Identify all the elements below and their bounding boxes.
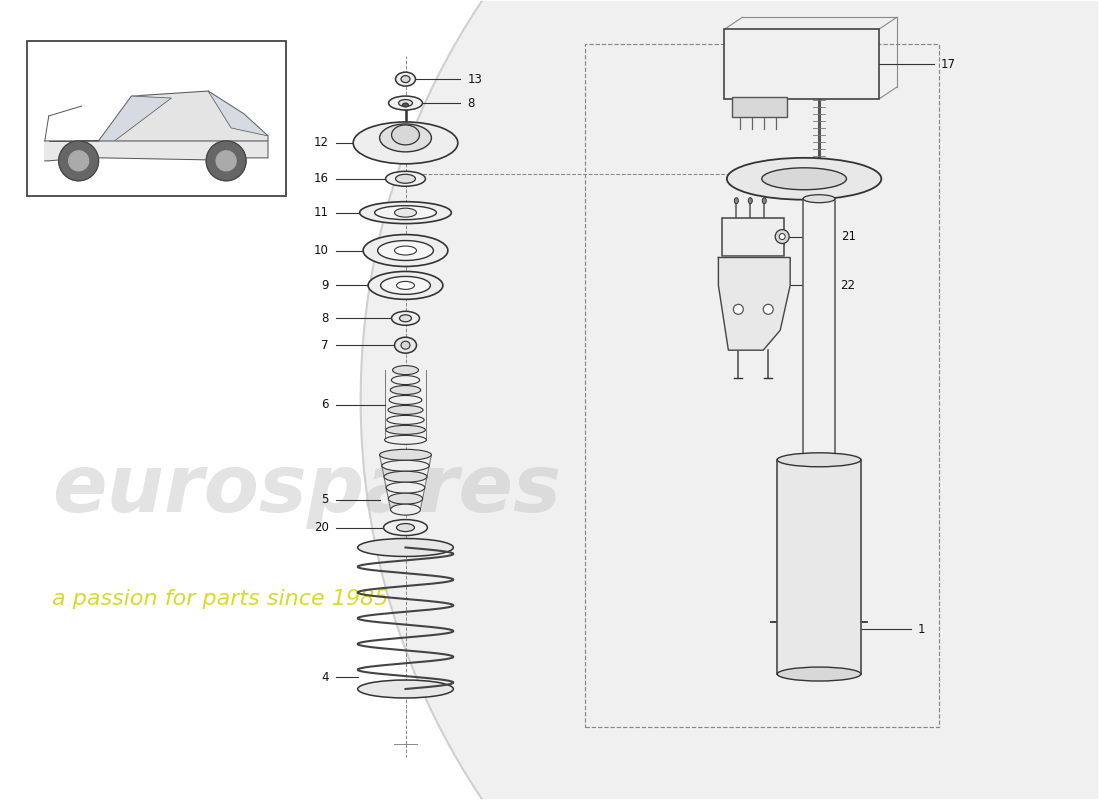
Text: 4: 4: [321, 670, 329, 683]
Ellipse shape: [763, 304, 773, 314]
Polygon shape: [81, 91, 268, 141]
Ellipse shape: [388, 406, 424, 414]
Text: eurospares: eurospares: [52, 450, 561, 529]
Ellipse shape: [396, 72, 416, 86]
Ellipse shape: [353, 122, 458, 164]
Polygon shape: [99, 96, 172, 141]
Ellipse shape: [384, 519, 428, 535]
Ellipse shape: [803, 461, 835, 469]
Text: 9: 9: [321, 279, 329, 292]
Bar: [585, 44, 938, 727]
Circle shape: [58, 141, 99, 181]
Text: 21: 21: [842, 230, 856, 243]
Circle shape: [206, 141, 246, 181]
Text: 17: 17: [940, 58, 956, 70]
Ellipse shape: [385, 435, 427, 444]
Polygon shape: [208, 91, 268, 136]
Ellipse shape: [762, 198, 767, 204]
Text: 16: 16: [314, 172, 329, 186]
Ellipse shape: [388, 96, 422, 110]
Ellipse shape: [395, 208, 417, 217]
Bar: [803, 198, 835, 465]
Ellipse shape: [379, 124, 431, 152]
Ellipse shape: [395, 246, 417, 255]
Ellipse shape: [778, 453, 861, 466]
Ellipse shape: [386, 482, 425, 493]
Ellipse shape: [363, 234, 448, 266]
Text: 5: 5: [321, 493, 329, 506]
Text: 6: 6: [321, 398, 329, 411]
Ellipse shape: [382, 460, 429, 471]
Text: 8: 8: [468, 97, 475, 110]
Ellipse shape: [396, 282, 415, 290]
Ellipse shape: [398, 99, 412, 106]
Ellipse shape: [386, 171, 426, 186]
Ellipse shape: [399, 314, 411, 322]
Bar: [778, 460, 861, 674]
Ellipse shape: [734, 304, 744, 314]
Ellipse shape: [377, 241, 433, 261]
Ellipse shape: [393, 366, 418, 374]
Text: 22: 22: [840, 279, 855, 292]
Ellipse shape: [396, 523, 415, 531]
Ellipse shape: [395, 338, 417, 353]
Ellipse shape: [779, 234, 785, 239]
Bar: [26, 42, 286, 196]
Text: 11: 11: [314, 206, 329, 219]
Ellipse shape: [402, 76, 410, 82]
Circle shape: [68, 151, 89, 170]
Ellipse shape: [368, 271, 443, 299]
Bar: [725, 30, 879, 99]
Text: 13: 13: [468, 73, 482, 86]
Ellipse shape: [392, 375, 419, 385]
Ellipse shape: [390, 386, 420, 394]
Bar: [723, 218, 784, 255]
Ellipse shape: [358, 538, 453, 557]
Circle shape: [217, 151, 236, 170]
Text: 20: 20: [314, 521, 329, 534]
Ellipse shape: [358, 680, 453, 698]
Text: 1: 1: [917, 622, 925, 636]
Ellipse shape: [403, 103, 408, 107]
Ellipse shape: [396, 174, 416, 183]
Ellipse shape: [402, 342, 410, 349]
Ellipse shape: [803, 194, 835, 202]
Polygon shape: [45, 141, 268, 161]
Text: 7: 7: [321, 338, 329, 352]
Ellipse shape: [360, 202, 451, 224]
Ellipse shape: [388, 493, 422, 504]
Ellipse shape: [392, 311, 419, 326]
Ellipse shape: [735, 198, 738, 204]
Text: 12: 12: [314, 136, 329, 150]
Ellipse shape: [762, 168, 847, 190]
Ellipse shape: [381, 277, 430, 294]
Polygon shape: [718, 258, 790, 350]
Ellipse shape: [778, 667, 861, 681]
Text: 10: 10: [314, 244, 329, 257]
Text: a passion for parts since 1985: a passion for parts since 1985: [52, 590, 388, 610]
Ellipse shape: [389, 395, 422, 405]
Ellipse shape: [386, 426, 426, 434]
Ellipse shape: [748, 198, 752, 204]
Ellipse shape: [727, 158, 881, 200]
Ellipse shape: [390, 504, 420, 515]
Ellipse shape: [392, 125, 419, 145]
Ellipse shape: [384, 471, 427, 482]
Bar: [733, 97, 788, 117]
Ellipse shape: [375, 206, 437, 220]
Ellipse shape: [387, 415, 425, 425]
Ellipse shape: [379, 450, 431, 460]
Text: 8: 8: [321, 312, 329, 325]
Ellipse shape: [776, 230, 789, 243]
